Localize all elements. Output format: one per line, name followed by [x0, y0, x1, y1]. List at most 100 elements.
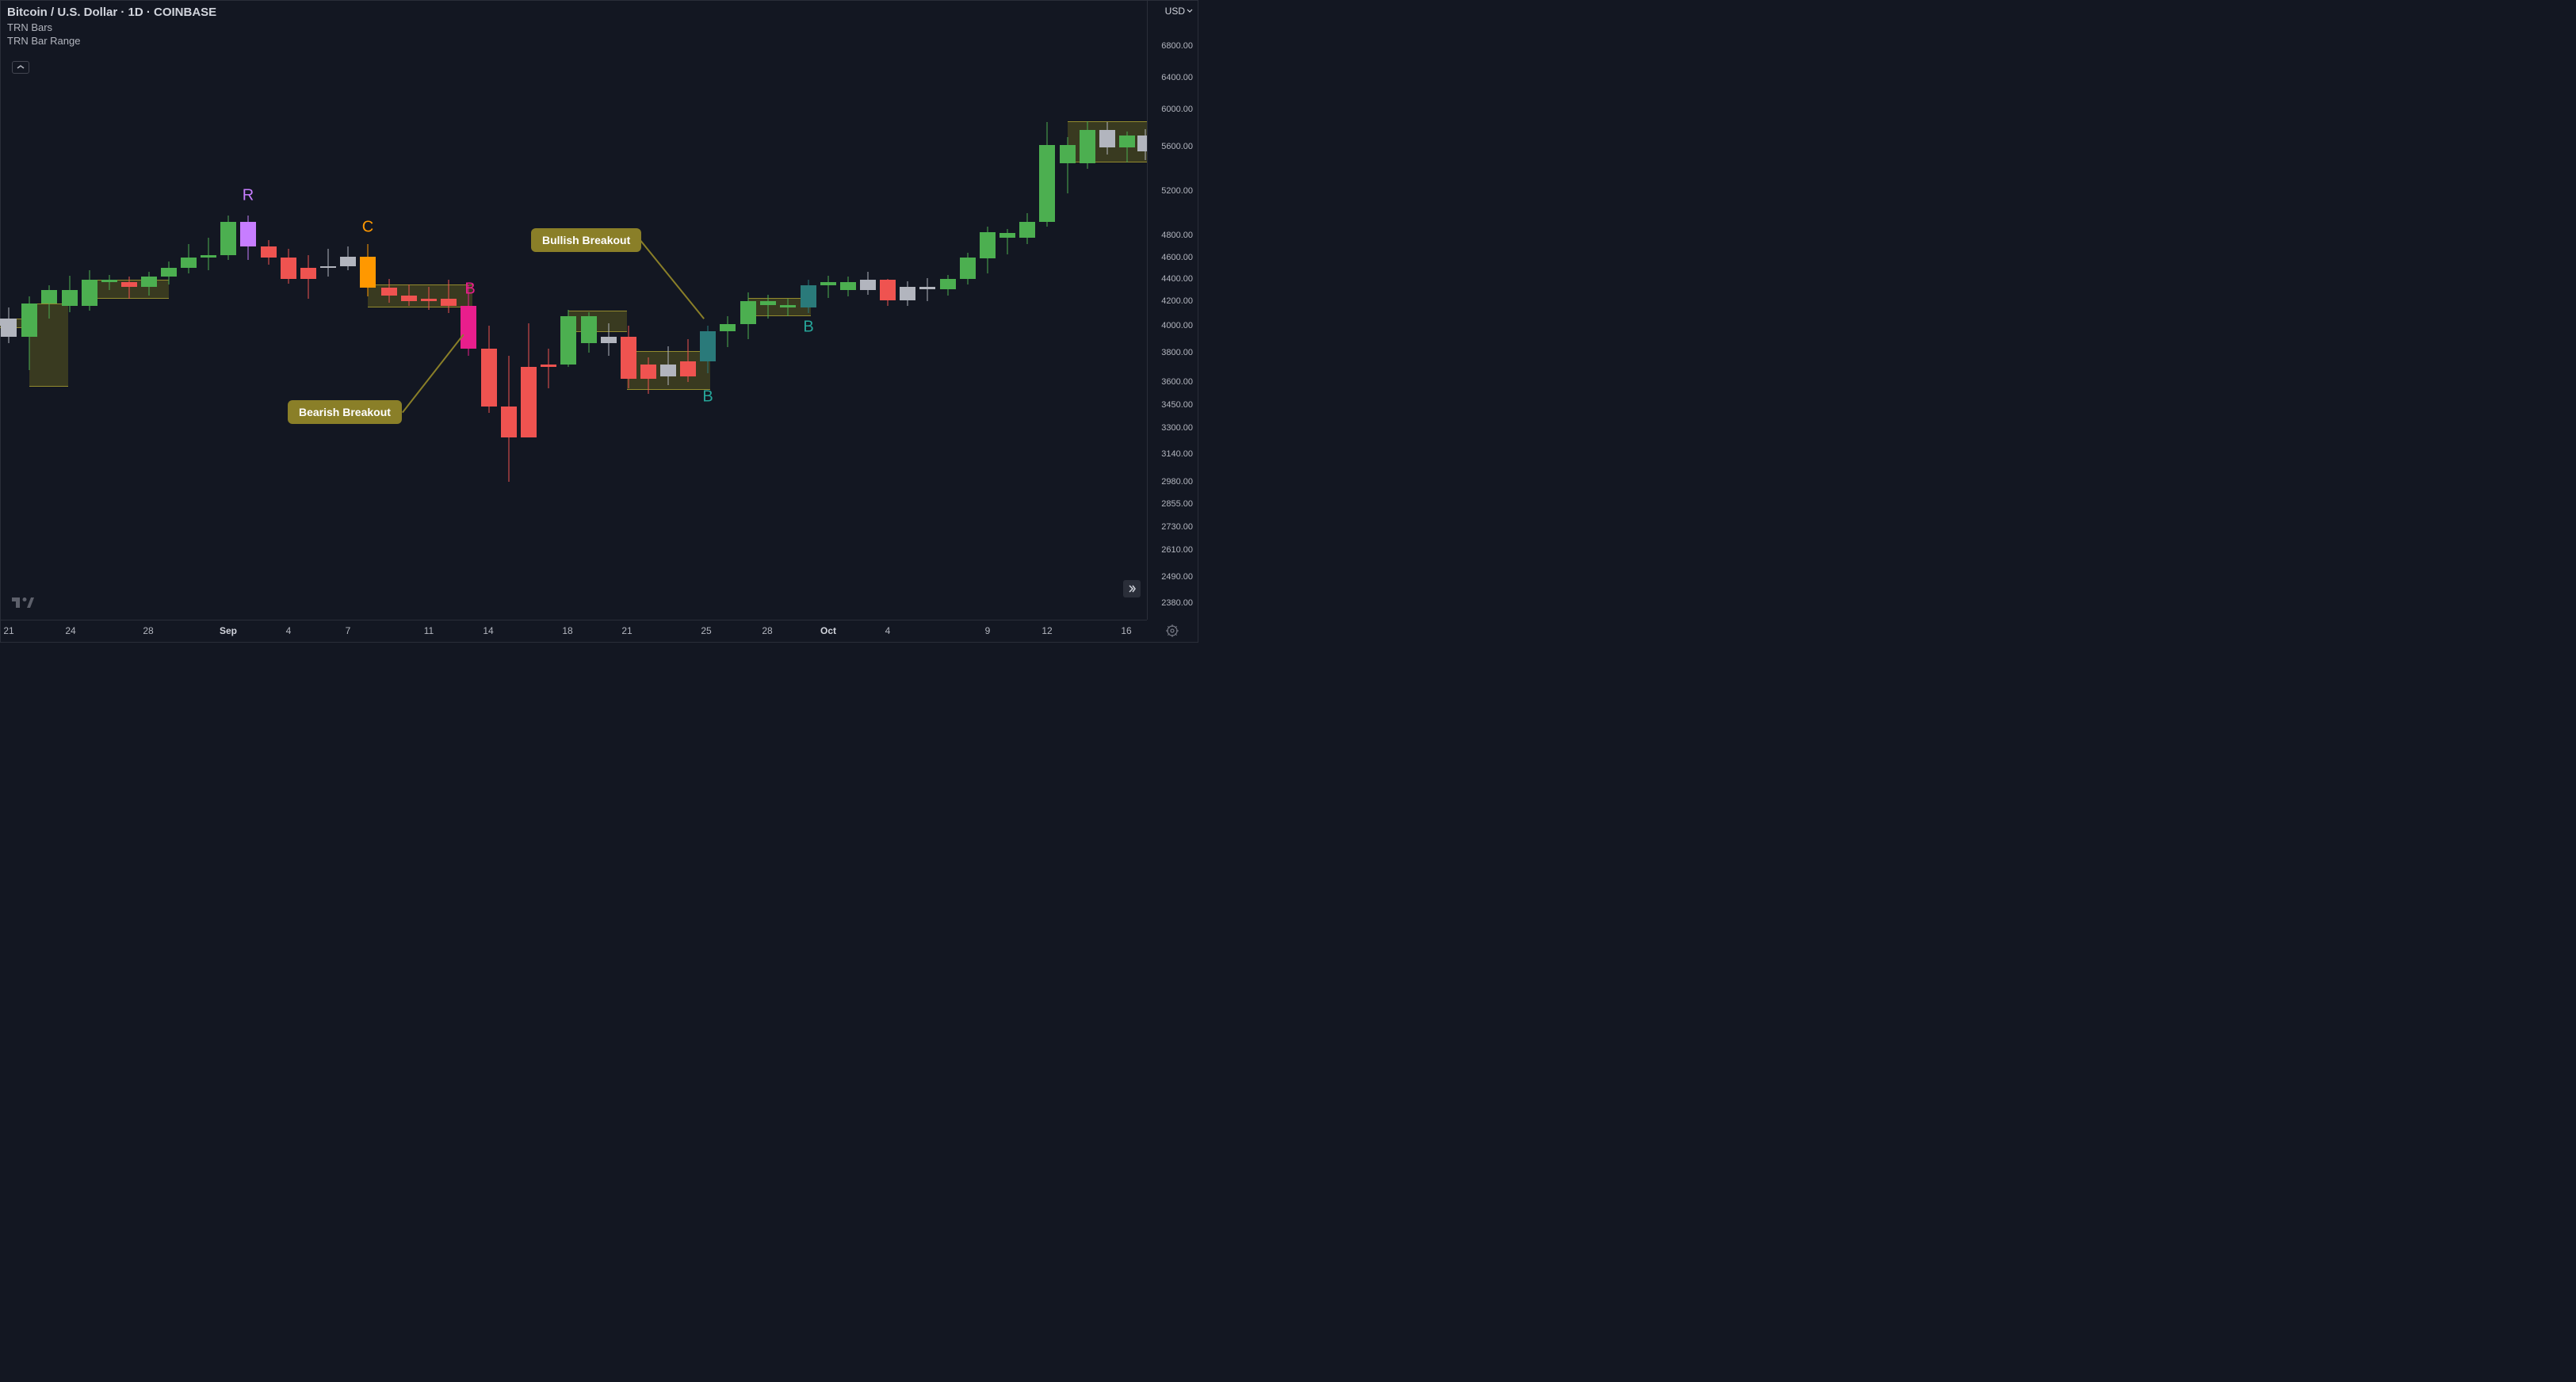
candlestick	[1119, 132, 1135, 162]
price-axis-label: 6800.00	[1161, 41, 1193, 51]
candlestick	[1099, 122, 1115, 154]
candlestick	[501, 356, 517, 482]
candlestick	[1019, 213, 1035, 244]
candlestick	[560, 310, 576, 368]
candlestick	[999, 229, 1015, 254]
candlestick	[680, 339, 696, 382]
time-axis-label: 7	[346, 625, 351, 636]
price-axis-label: 4800.00	[1161, 231, 1193, 240]
candlestick	[281, 249, 296, 284]
candlestick	[801, 280, 816, 313]
candlestick	[161, 262, 177, 284]
price-axis-label: 4200.00	[1161, 296, 1193, 306]
time-axis-label: 9	[985, 625, 991, 636]
price-axis-label: 3800.00	[1161, 348, 1193, 357]
symbol-title[interactable]: Bitcoin / U.S. Dollar · 1D · COINBASE	[7, 6, 216, 19]
time-axis-label: 11	[424, 625, 434, 636]
collapse-indicators-button[interactable]	[12, 61, 29, 74]
indicator-2[interactable]: TRN Bar Range	[7, 35, 216, 47]
candlestick	[880, 279, 896, 306]
time-axis-label: 4	[286, 625, 292, 636]
time-axis-label: 28	[143, 625, 153, 636]
candlestick	[521, 323, 537, 434]
chart-settings-icon[interactable]	[1166, 624, 1179, 637]
signal-letter: R	[243, 186, 254, 204]
candlestick	[141, 272, 157, 296]
price-axis-label: 2730.00	[1161, 522, 1193, 532]
candlestick	[720, 316, 736, 348]
candlestick	[181, 244, 197, 273]
candlestick	[1039, 122, 1055, 226]
time-axis-label: 16	[1121, 625, 1131, 636]
time-axis-label: Oct	[820, 625, 836, 636]
price-axis-label: 4600.00	[1161, 253, 1193, 262]
candlestick	[82, 270, 97, 311]
candlestick	[1060, 137, 1076, 193]
candlestick	[780, 299, 796, 315]
price-axis-label: 4000.00	[1161, 321, 1193, 330]
candlestick	[860, 272, 876, 295]
candlestick	[940, 275, 956, 296]
candlestick	[240, 216, 256, 260]
candlestick	[1, 307, 17, 343]
price-axis-label: 5200.00	[1161, 186, 1193, 196]
time-axis-label: 4	[885, 625, 891, 636]
price-axis-label: 3450.00	[1161, 400, 1193, 410]
signal-letter: C	[362, 219, 373, 237]
indicator-1[interactable]: TRN Bars	[7, 21, 216, 33]
time-axis-label: 25	[701, 625, 711, 636]
time-axis-label: Sep	[220, 625, 237, 636]
candlestick	[481, 326, 497, 413]
candlestick	[820, 276, 836, 298]
time-axis-label: 21	[3, 625, 13, 636]
price-axis-label: 3140.00	[1161, 449, 1193, 459]
price-axis-label: 2980.00	[1161, 477, 1193, 487]
price-axis[interactable]: USD 6800.006400.006000.005600.005200.004…	[1147, 1, 1198, 620]
time-axis-label: 12	[1041, 625, 1052, 636]
candlestick	[220, 216, 236, 260]
price-axis-label: 6000.00	[1161, 105, 1193, 114]
price-axis-label: 4400.00	[1161, 274, 1193, 284]
time-axis-label: 18	[562, 625, 572, 636]
candlestick	[360, 244, 376, 296]
candlestick	[401, 284, 417, 306]
chart-container: Bitcoin / U.S. Dollar · 1D · COINBASE TR…	[0, 0, 1198, 643]
time-axis[interactable]: 212428Sep47111418212528Oct491216	[1, 620, 1147, 642]
candlestick	[760, 295, 776, 319]
candlestick	[700, 326, 716, 373]
candlestick	[621, 326, 636, 388]
callout-label: Bearish Breakout	[288, 400, 402, 424]
signal-letter: B	[803, 318, 813, 336]
price-axis-label: 2380.00	[1161, 598, 1193, 608]
time-axis-label: 24	[65, 625, 75, 636]
price-axis-label: 3300.00	[1161, 423, 1193, 433]
candlestick	[421, 287, 437, 310]
price-axis-label: 2490.00	[1161, 572, 1193, 582]
chart-header: Bitcoin / U.S. Dollar · 1D · COINBASE TR…	[7, 6, 216, 47]
candlestick	[541, 349, 556, 388]
price-axis-label: 6400.00	[1161, 73, 1193, 82]
candlestick	[300, 255, 316, 299]
candlestick	[201, 238, 216, 270]
callout-pointer	[640, 240, 705, 319]
price-axis-label: 2855.00	[1161, 499, 1193, 509]
currency-label: USD	[1165, 6, 1185, 17]
callout-pointer	[402, 334, 464, 413]
scroll-to-recent-button[interactable]	[1123, 580, 1141, 597]
chart-plot-area[interactable]: RCBBBBearish BreakoutBullish Breakout	[1, 1, 1147, 620]
time-axis-label: 14	[483, 625, 493, 636]
callout-label: Bullish Breakout	[531, 228, 641, 252]
currency-selector[interactable]: USD	[1165, 6, 1193, 17]
candlestick	[660, 346, 676, 385]
candlestick	[581, 312, 597, 353]
candlestick	[441, 280, 457, 313]
chevron-down-icon	[1187, 9, 1193, 13]
candlestick	[980, 227, 996, 273]
candlestick	[960, 253, 976, 284]
price-axis-label: 3600.00	[1161, 377, 1193, 387]
range-zone	[568, 311, 627, 332]
signal-letter: B	[464, 280, 475, 298]
candlestick	[41, 285, 57, 318]
candlestick	[381, 279, 397, 303]
candlestick	[900, 281, 915, 306]
